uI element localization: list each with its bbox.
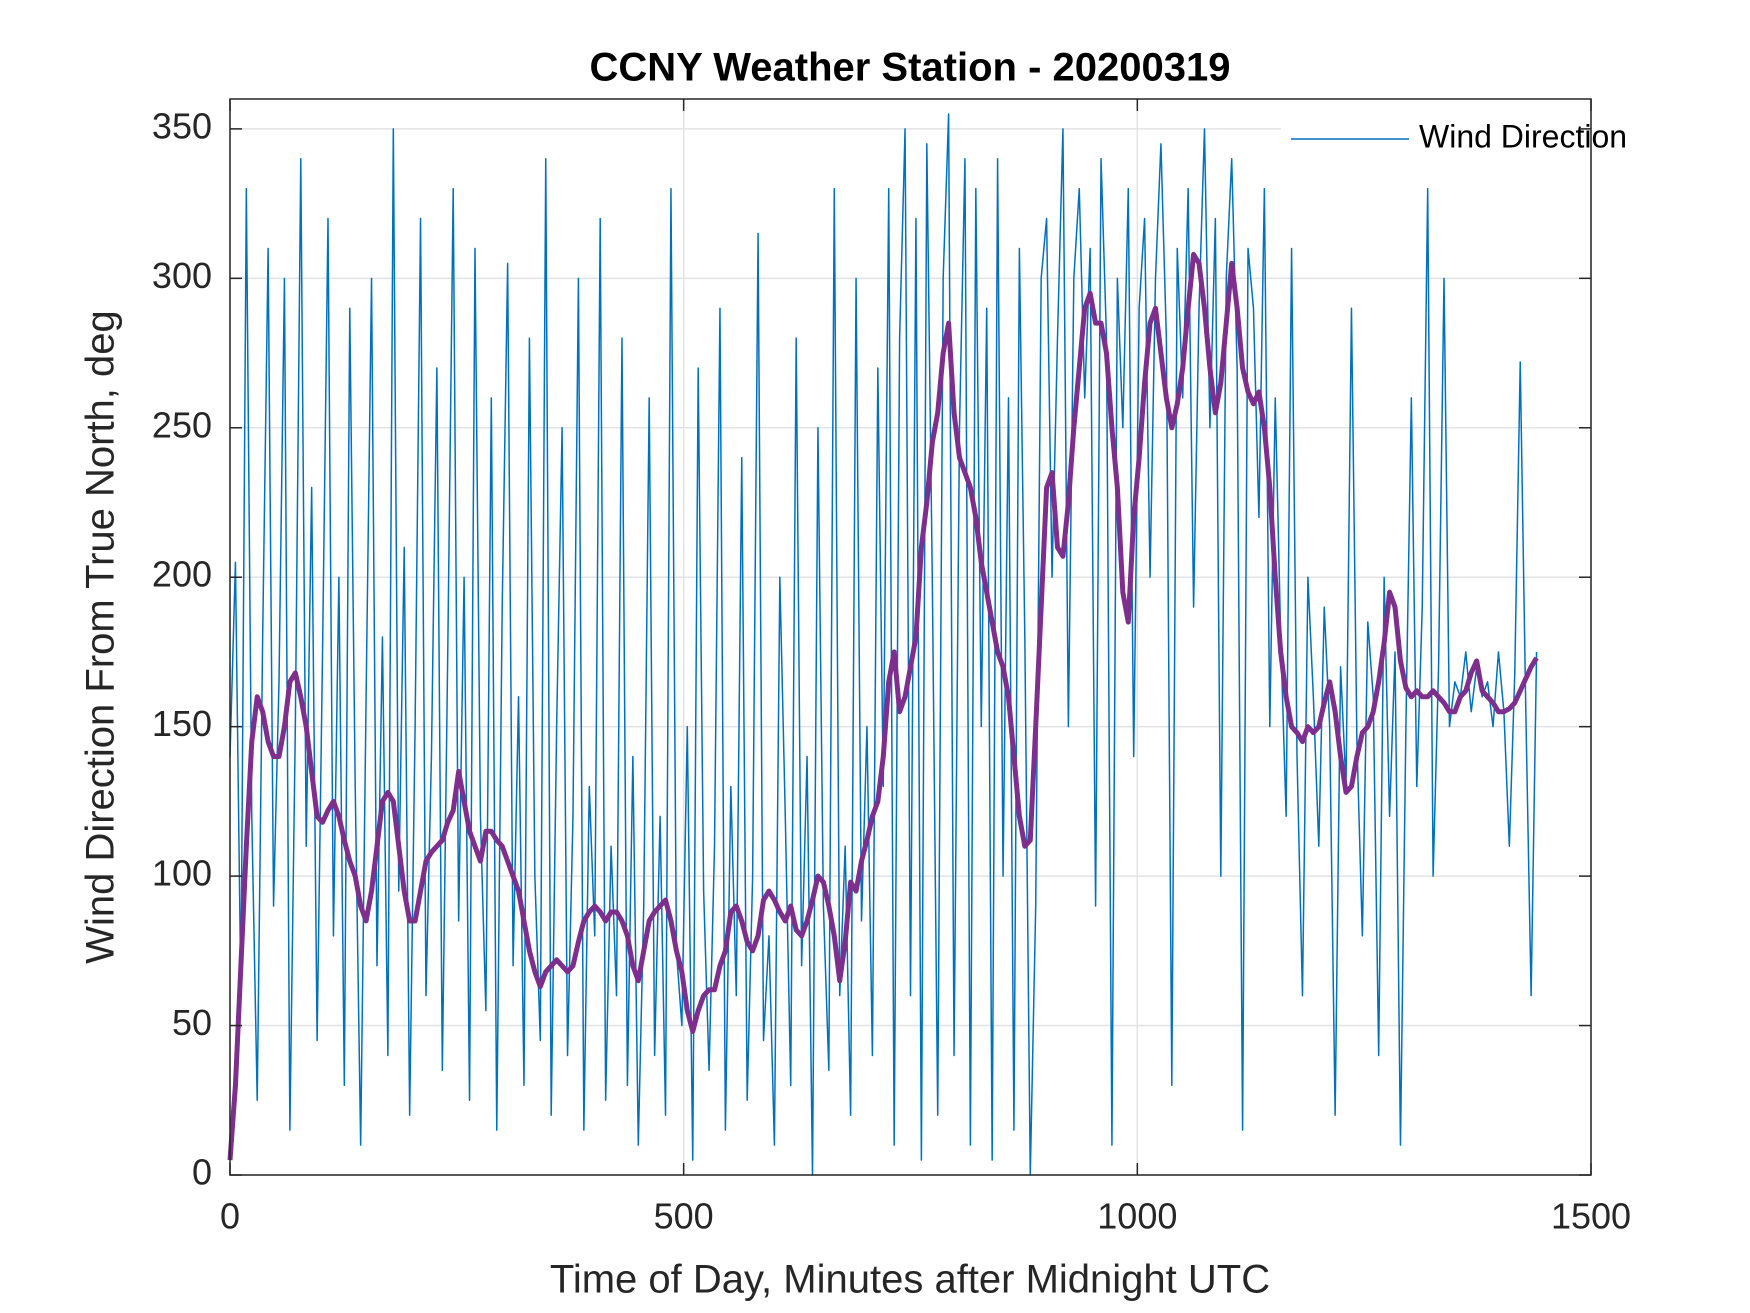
axes: 0 500 1000 1500 0 50 100 150 200 250 300 350 [152,98,1631,1237]
x-tick-label: 0 [220,1196,240,1237]
legend-label: Wind Direction [1419,118,1627,154]
y-tick-label: 200 [152,554,212,595]
y-tick-label: 100 [152,853,212,894]
plot-frame [229,98,1592,1176]
x-tick-label: 1000 [1097,1196,1177,1237]
y-tick-label: 250 [152,404,212,445]
y-axis-label: Wind Direction From True North, deg [79,310,123,964]
y-tick-label: 0 [192,1152,212,1193]
x-axis-label: Time of Day, Minutes after Midnight UTC [550,1258,1270,1302]
data-line [227,251,1539,1161]
legend: Wind Direction [1281,109,1627,169]
y-tick-label: 350 [152,105,212,146]
y-tick-label: 150 [152,703,212,744]
x-tick-label: 1500 [1551,1196,1631,1237]
y-tick-label: 50 [172,1002,212,1043]
data-line [229,113,1538,1176]
y-tick-label: 300 [152,255,212,296]
plot-lines [227,113,1539,1176]
chart-title: CCNY Weather Station - 20200319 [590,46,1231,90]
x-tick-label: 500 [654,1196,714,1237]
